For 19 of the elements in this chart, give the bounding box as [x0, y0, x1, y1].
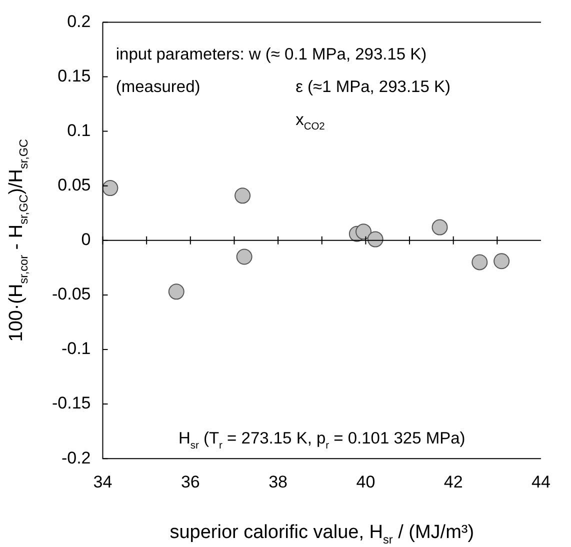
y-tick-label: 0.15 — [58, 66, 91, 86]
annotation: ε (≈1 MPa, 293.15 K) — [296, 78, 450, 96]
y-tick-label: -0.1 — [61, 339, 91, 358]
x-tick-label: 42 — [444, 472, 463, 492]
y-tick-label: 0.05 — [58, 176, 91, 195]
y-tick-label: -0.15 — [52, 394, 91, 413]
y-tick-label: 0.2 — [67, 12, 91, 31]
y-axis-title: 100·(Hsr,cor - Hsr,GC)/Hsr,GC — [6, 138, 31, 342]
y-tick-label: -0.05 — [52, 284, 91, 304]
x-tick-label: 38 — [268, 472, 288, 492]
y-tick-label: 0.1 — [67, 120, 91, 140]
x-tick-label: 36 — [180, 472, 200, 492]
y-tick-label: 0 — [81, 230, 91, 250]
x-tick-label: 40 — [356, 472, 376, 492]
annotation: input parameters: w (≈ 0.1 MPa, 293.15 K) — [116, 45, 427, 64]
y-tick-label: -0.2 — [61, 448, 91, 468]
x-tick-label: 44 — [532, 472, 550, 492]
annotation: (measured) — [116, 78, 200, 96]
x-tick-label: 34 — [93, 472, 112, 492]
